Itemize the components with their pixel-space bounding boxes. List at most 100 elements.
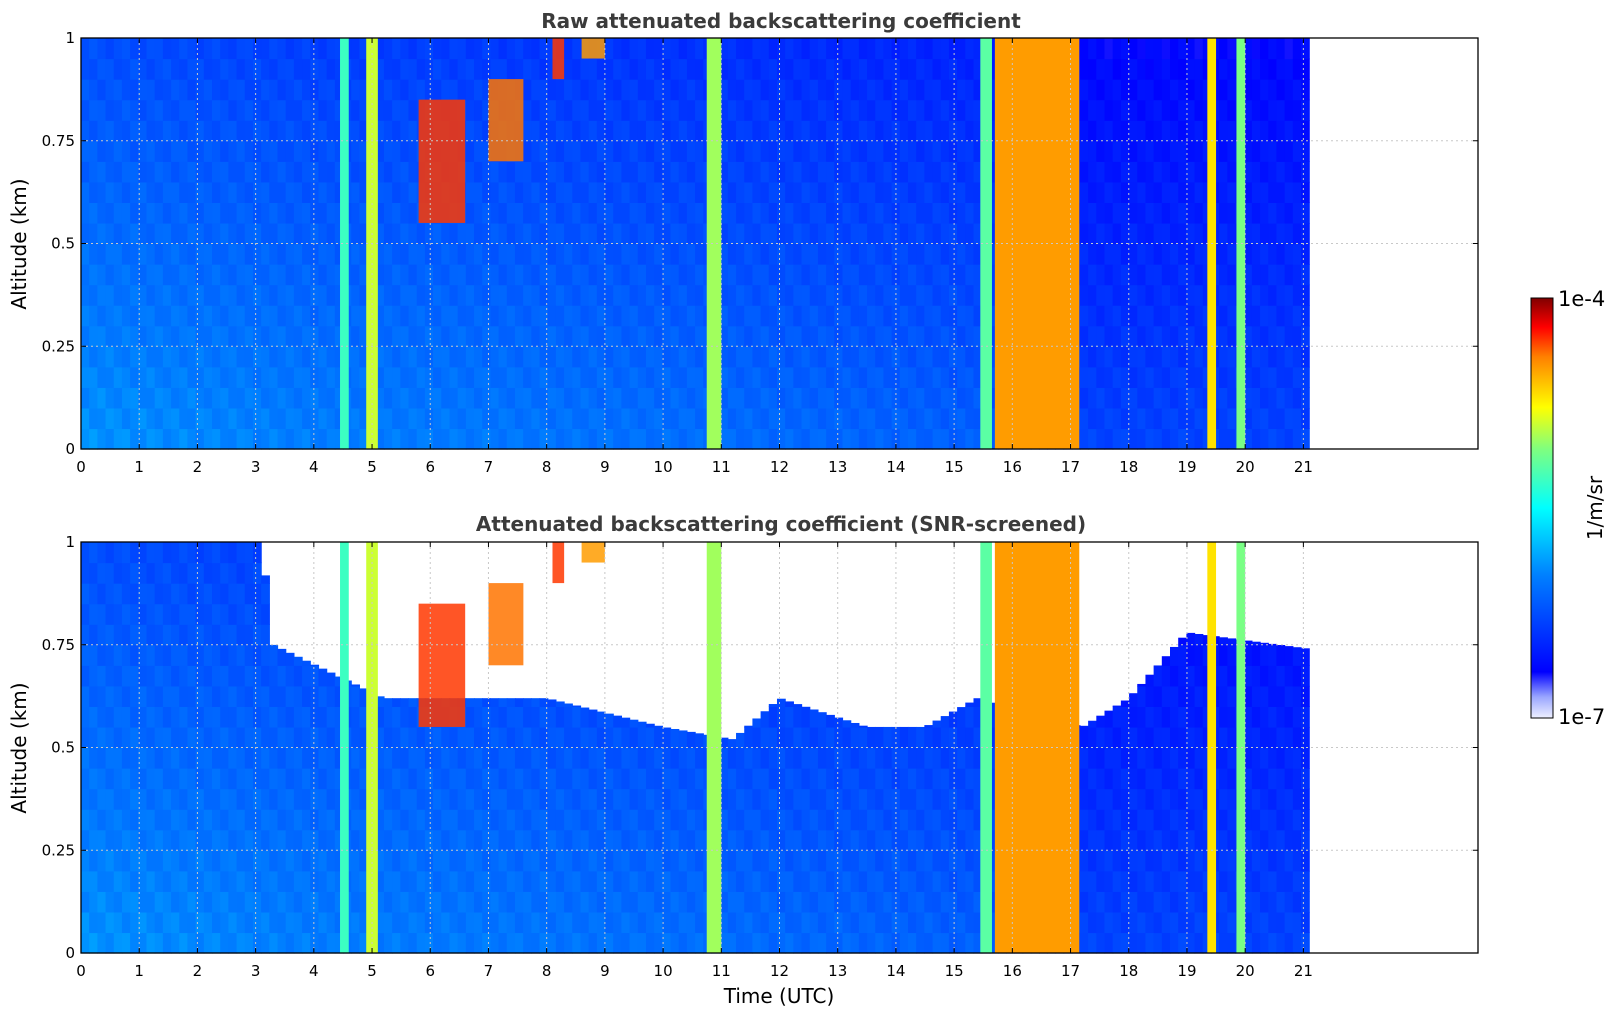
- heatmap-cell: [293, 140, 303, 162]
- heatmap-cell: [490, 202, 500, 224]
- heatmap-cell: [89, 685, 98, 707]
- heatmap-cell: [621, 809, 631, 831]
- heatmap-cell: [883, 58, 893, 80]
- heatmap-cell: [1161, 387, 1171, 409]
- heatmap-cell: [212, 38, 221, 60]
- heatmap-cell: [171, 428, 180, 450]
- heatmap-cell: [645, 829, 655, 851]
- heatmap-cell: [400, 809, 410, 831]
- heatmap-cell: [162, 624, 172, 646]
- heatmap-cell: [924, 161, 934, 183]
- heatmap-cell: [171, 181, 180, 203]
- heatmap-cell: [776, 726, 786, 749]
- heatmap-cell: [1178, 788, 1187, 810]
- heatmap-cell: [269, 747, 279, 769]
- heatmap-cell: [277, 202, 287, 224]
- heatmap-cell: [621, 768, 631, 790]
- heatmap-cell: [785, 726, 794, 749]
- heatmap-cell: [817, 79, 827, 101]
- heatmap-cell: [113, 140, 123, 162]
- heatmap-cell: [203, 407, 213, 430]
- heatmap-cell: [400, 325, 410, 347]
- heatmap-cell: [146, 428, 156, 450]
- heatmap-cell: [130, 665, 139, 687]
- x-tick-label: 13: [828, 458, 847, 476]
- heatmap-cell: [506, 407, 516, 430]
- heatmap-cell: [1178, 305, 1187, 327]
- heatmap-cell: [400, 243, 410, 265]
- heatmap-cell: [220, 768, 229, 790]
- heatmap-cell: [97, 222, 107, 245]
- heatmap-cell: [97, 891, 107, 913]
- heatmap-cell: [1145, 747, 1155, 769]
- heatmap-cell: [244, 161, 254, 183]
- heatmap-cell: [523, 325, 532, 347]
- heatmap-cell: [97, 911, 107, 934]
- heatmap-cell: [89, 58, 98, 80]
- heatmap-cell: [907, 788, 917, 810]
- heatmap-cell: [252, 726, 262, 749]
- heatmap-cell: [220, 829, 229, 851]
- heatmap-cell: [596, 932, 606, 954]
- heatmap-cell: [858, 284, 868, 306]
- heatmap-cell: [768, 747, 778, 769]
- heatmap-cell: [736, 99, 745, 121]
- heatmap-cell: [130, 788, 139, 810]
- heatmap-cell: [97, 264, 107, 286]
- heatmap-cell: [154, 542, 164, 564]
- heatmap-cell: [678, 222, 688, 245]
- heatmap-cell: [588, 140, 598, 162]
- heatmap-cell: [1202, 284, 1212, 306]
- heatmap-cell: [1301, 366, 1310, 388]
- heatmap-cell: [261, 99, 270, 121]
- heatmap-cell: [842, 387, 852, 409]
- heatmap-cell: [793, 387, 803, 409]
- heatmap-cell: [547, 58, 557, 80]
- heatmap-cell: [465, 284, 475, 306]
- heatmap-cell: [817, 346, 827, 368]
- heatmap-cell: [1170, 665, 1179, 687]
- heatmap-cell: [965, 38, 975, 60]
- heatmap-cell: [146, 850, 156, 872]
- heatmap-cell: [195, 366, 205, 388]
- heatmap-cell: [760, 711, 770, 728]
- heatmap-cell: [318, 79, 328, 101]
- heatmap-cell: [1129, 726, 1138, 749]
- heatmap-cell: [686, 731, 696, 749]
- heatmap-cell: [1194, 222, 1204, 245]
- heatmap-cell: [1112, 768, 1122, 790]
- heatmap-cell: [392, 407, 401, 430]
- heatmap-cell: [228, 829, 238, 851]
- heatmap-cell: [932, 264, 942, 286]
- heatmap-cell: [334, 264, 344, 286]
- heatmap-cell: [130, 747, 139, 769]
- heatmap-cell: [752, 305, 762, 327]
- heatmap-cell: [482, 38, 491, 60]
- heatmap-cell: [924, 387, 934, 409]
- heatmap-cell: [826, 387, 835, 409]
- heatmap-cell: [449, 346, 459, 368]
- heatmap-cell: [899, 305, 909, 327]
- heatmap-cell: [523, 366, 532, 388]
- heatmap-cell: [1137, 809, 1147, 831]
- heatmap-cell: [138, 407, 148, 430]
- heatmap-cell: [1088, 891, 1097, 913]
- heatmap-cell: [416, 428, 426, 450]
- heatmap-cell: [637, 932, 647, 954]
- heatmap-cell: [883, 161, 893, 183]
- heatmap-cell: [1120, 202, 1130, 224]
- heatmap-cell: [179, 161, 189, 183]
- heatmap-cell: [678, 305, 688, 327]
- heatmap-cell: [580, 346, 590, 368]
- heatmap-cell: [555, 99, 565, 121]
- heatmap-cell: [121, 222, 131, 245]
- heatmap-cell: [1284, 366, 1294, 388]
- heatmap-cell: [269, 202, 279, 224]
- heatmap-cell: [547, 99, 557, 121]
- heatmap-cell: [252, 120, 262, 142]
- heatmap-cell: [809, 99, 819, 121]
- heatmap-cell: [613, 243, 623, 265]
- heatmap-cell: [474, 181, 483, 203]
- heatmap-cell: [899, 726, 909, 749]
- heatmap-cell: [441, 346, 451, 368]
